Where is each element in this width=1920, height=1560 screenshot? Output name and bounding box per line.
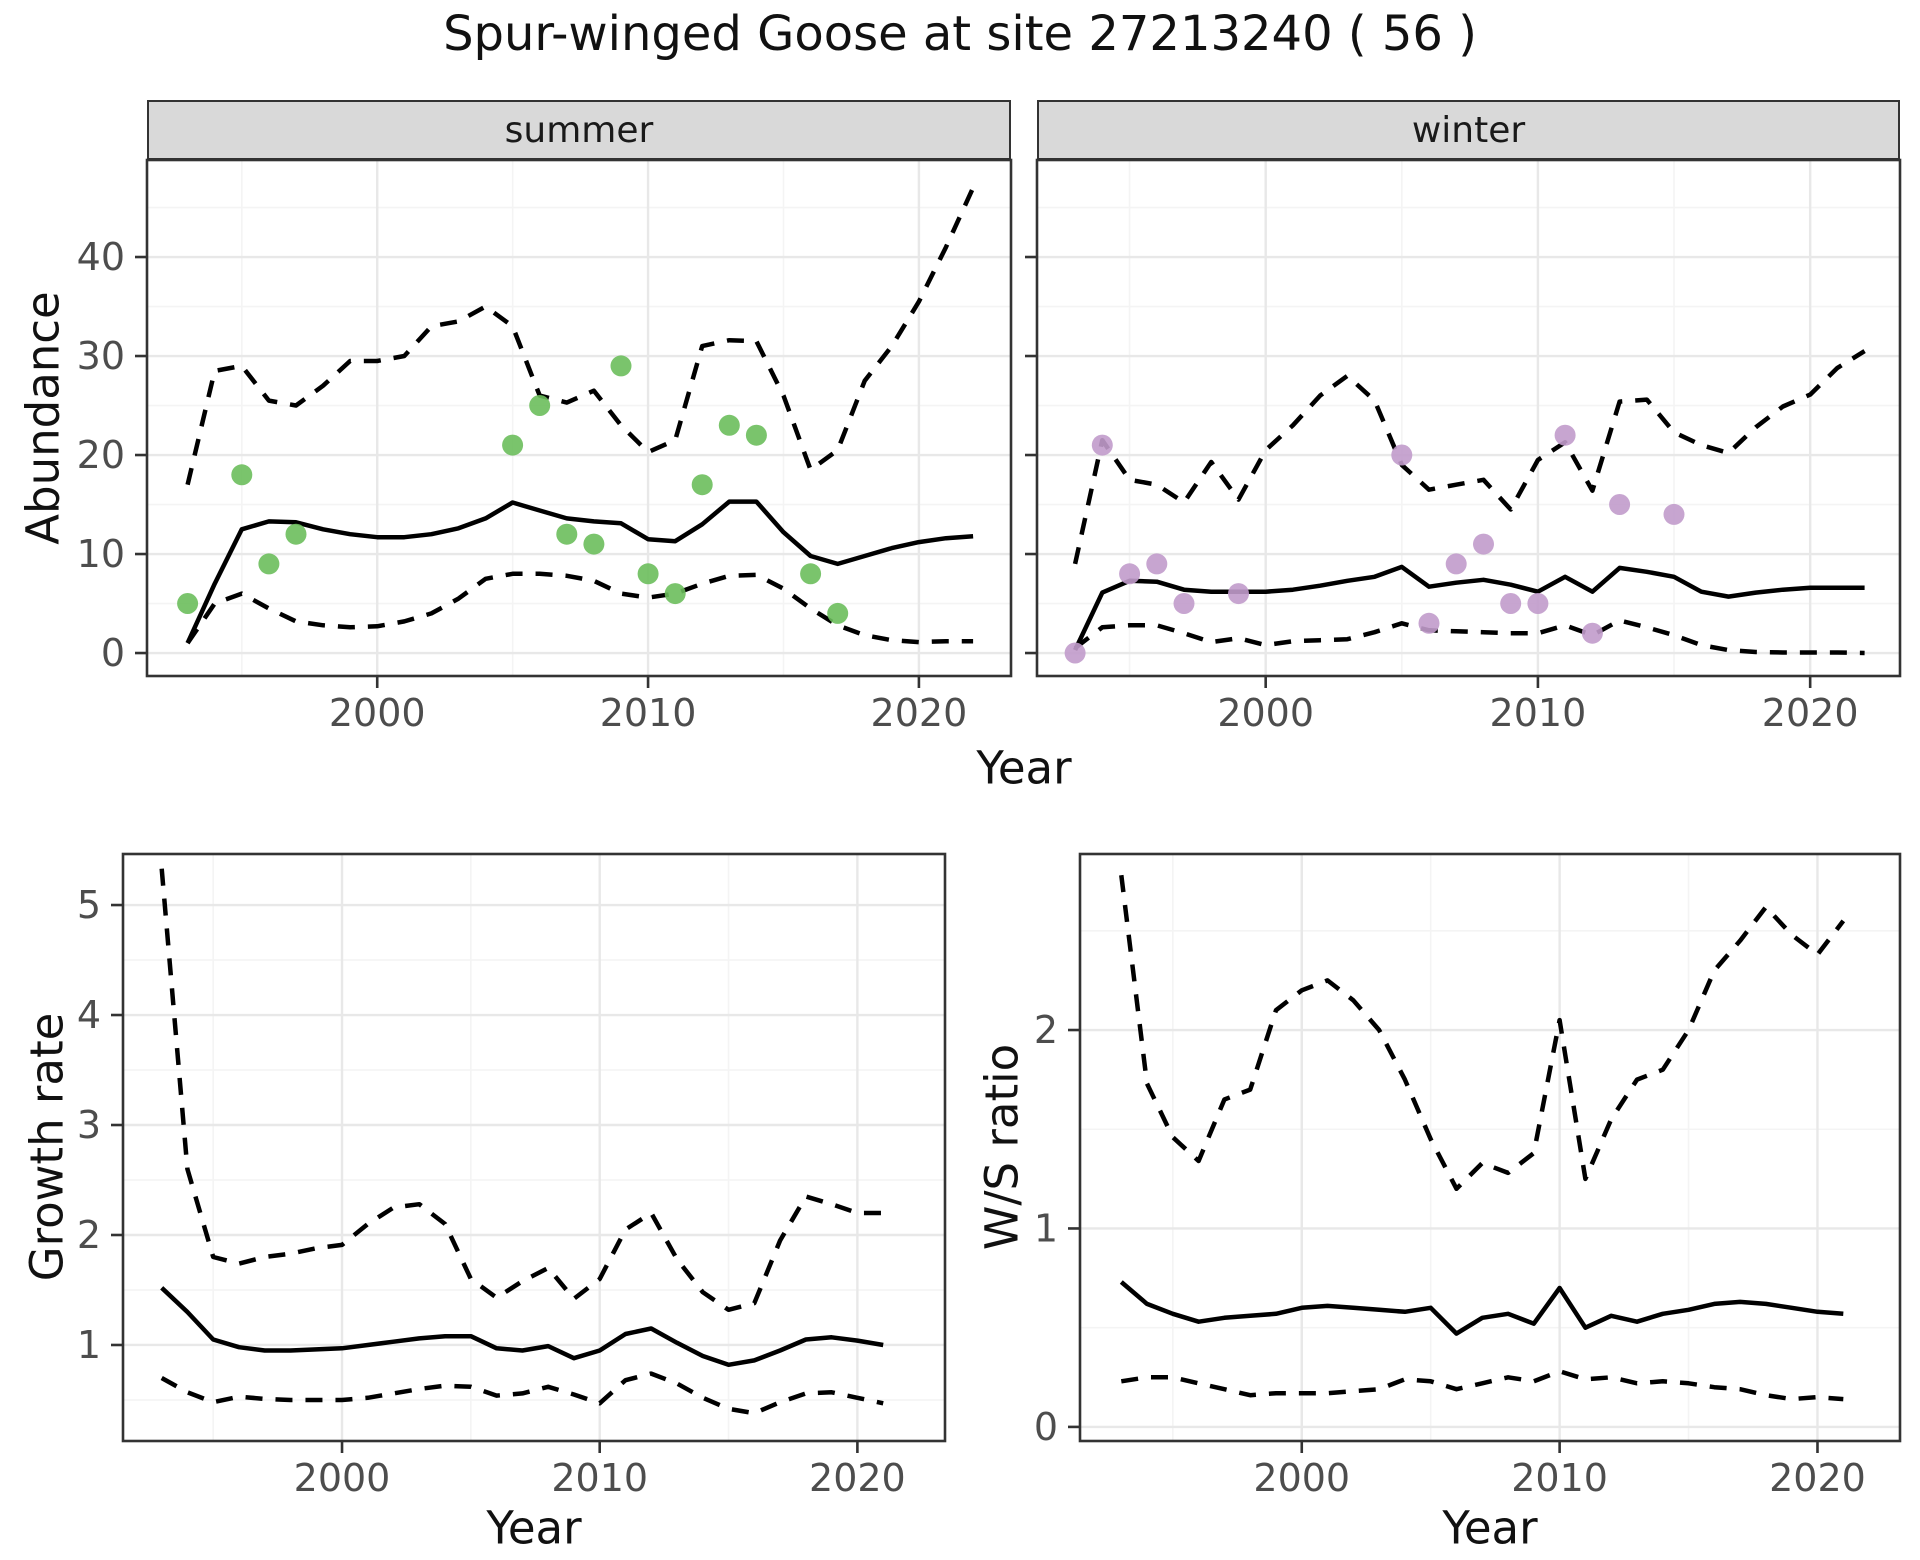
growth-rate-upper_ci-line [159,868,884,1313]
x-tick-label: 2010 [600,691,697,735]
abundance-summer-observation-point [827,602,849,624]
y-tick-label: 20 [77,433,125,477]
x-tick-label: 2020 [1762,691,1859,735]
abundance-winter-observation-point [1173,593,1195,614]
abundance-summer-panel-border [145,158,1013,678]
abundance-winter-observation-point [1418,612,1440,634]
facet-strip-winter-label: winter [1411,109,1526,151]
abundance-winter-panel: 2000 2010 2020 [1025,158,1902,735]
abundance-summer-observation-point [529,395,551,416]
abundance-summer-lower_ci-line [185,571,974,645]
abundance-summer-observation-point [583,533,605,555]
abundance-winter-observation-point [1500,593,1522,614]
abundance-summer-observation-point [610,355,632,377]
abundance-summer-observation-point [718,414,740,436]
abundance-summer-panel: 2000 2010 2020 0 10 20 30 40 [77,158,1013,735]
x-tick-label: 2020 [871,691,968,735]
abundance-winter-observation-point [1473,533,1494,555]
abundance-winter-observation-point [1554,424,1576,446]
x-tick-label: 2010 [1511,1456,1608,1500]
abundance-winter-observation-point [1228,583,1249,605]
abundance-winter-median-line [1073,564,1865,652]
x-tick-label: 2010 [551,1456,648,1500]
y-tick-label: 1 [1034,1206,1058,1250]
bottom-right-year-axis-title: Year [1442,1501,1538,1555]
ws-ratio-median-line [1119,1280,1844,1336]
bottom-left-year-axis-title: Year [486,1501,582,1555]
abundance-winter-panel-border [1035,158,1902,678]
facet-strip-summer: summer [147,100,1011,160]
ws-ratio-panel: 2000 2010 2020 0 1 2 [1034,852,1902,1500]
abundance-winter-observation-point [1064,642,1086,664]
growth-rate-axis-title: Growth rate [20,1012,74,1282]
abundance-summer-observation-point [691,474,713,496]
y-tick-label: 5 [77,883,101,927]
facet-strip-winter: winter [1037,100,1900,160]
facet-strip-summer-label: summer [504,109,654,151]
abundance-winter-observation-point [1091,434,1113,456]
ws-ratio-upper_ci-line [1119,874,1846,1192]
abundance-summer-upper_ci-line [185,186,976,486]
abundance-winter-observation-point [1609,494,1631,515]
growth-rate-panel-border [121,852,947,1443]
x-tick-label: 2000 [1253,1456,1350,1500]
abundance-summer-observation-point [177,593,199,614]
abundance-winter-observation-point [1581,622,1603,644]
y-tick-label: 4 [77,993,101,1037]
x-tick-label: 2000 [294,1456,391,1500]
x-tick-label: 2000 [329,691,426,735]
y-tick-label: 1 [77,1323,101,1367]
x-tick-label: 2000 [1217,691,1314,735]
growth-rate-panel: 2000 2010 2020 1 2 3 4 5 [77,852,947,1500]
abundance-summer-observation-point [800,563,822,585]
growth-rate-panel-bg [123,854,945,1441]
abundance-winter-observation-point [1119,563,1141,585]
abundance-summer-median-line [185,499,974,645]
y-tick-label: 3 [77,1103,101,1147]
chart-title: Spur-winged Goose at site 27213240 ( 56 … [443,6,1477,62]
ws-ratio-axis-title: W/S ratio [975,1043,1029,1251]
abundance-summer-observation-point [556,523,578,545]
abundance-winter-observation-point [1527,593,1549,614]
abundance-summer-observation-point [637,563,659,585]
ws-ratio-panel-bg [1080,854,1900,1441]
y-tick-label: 0 [1034,1405,1058,1449]
abundance-summer-observation-point [745,424,767,446]
x-tick-label: 2020 [809,1456,906,1500]
y-tick-label: 10 [77,532,125,576]
growth-rate-lower_ci-line [160,1371,884,1416]
abundance-summer-observation-point [231,464,253,486]
y-tick-label: 2 [1034,1008,1058,1052]
abundance-winter-upper_ci-line [1072,349,1866,565]
growth-rate-median-line [160,1286,884,1368]
abundance-axis-title: Abundance [16,291,70,545]
abundance-summer-observation-point [258,553,280,575]
ws-ratio-panel-border [1078,852,1902,1443]
abundance-summer-observation-point [285,523,307,545]
abundance-winter-panel-bg [1037,160,1900,676]
y-tick-label: 2 [77,1213,101,1257]
abundance-winter-observation-point [1391,444,1413,466]
y-tick-label: 0 [101,631,125,675]
y-tick-label: 30 [77,334,125,378]
abundance-summer-observation-point [664,583,686,605]
abundance-summer-observation-point [502,434,524,456]
abundance-winter-observation-point [1445,553,1467,575]
x-tick-label: 2010 [1490,691,1587,735]
abundance-winter-observation-point [1663,503,1685,525]
abundance-summer-panel-bg [147,160,1011,676]
top-year-axis-title: Year [976,741,1072,795]
abundance-winter-observation-point [1146,553,1168,575]
y-tick-label: 40 [77,235,125,279]
x-tick-label: 2020 [1769,1456,1866,1500]
ws-ratio-lower_ci-line [1120,1369,1844,1402]
